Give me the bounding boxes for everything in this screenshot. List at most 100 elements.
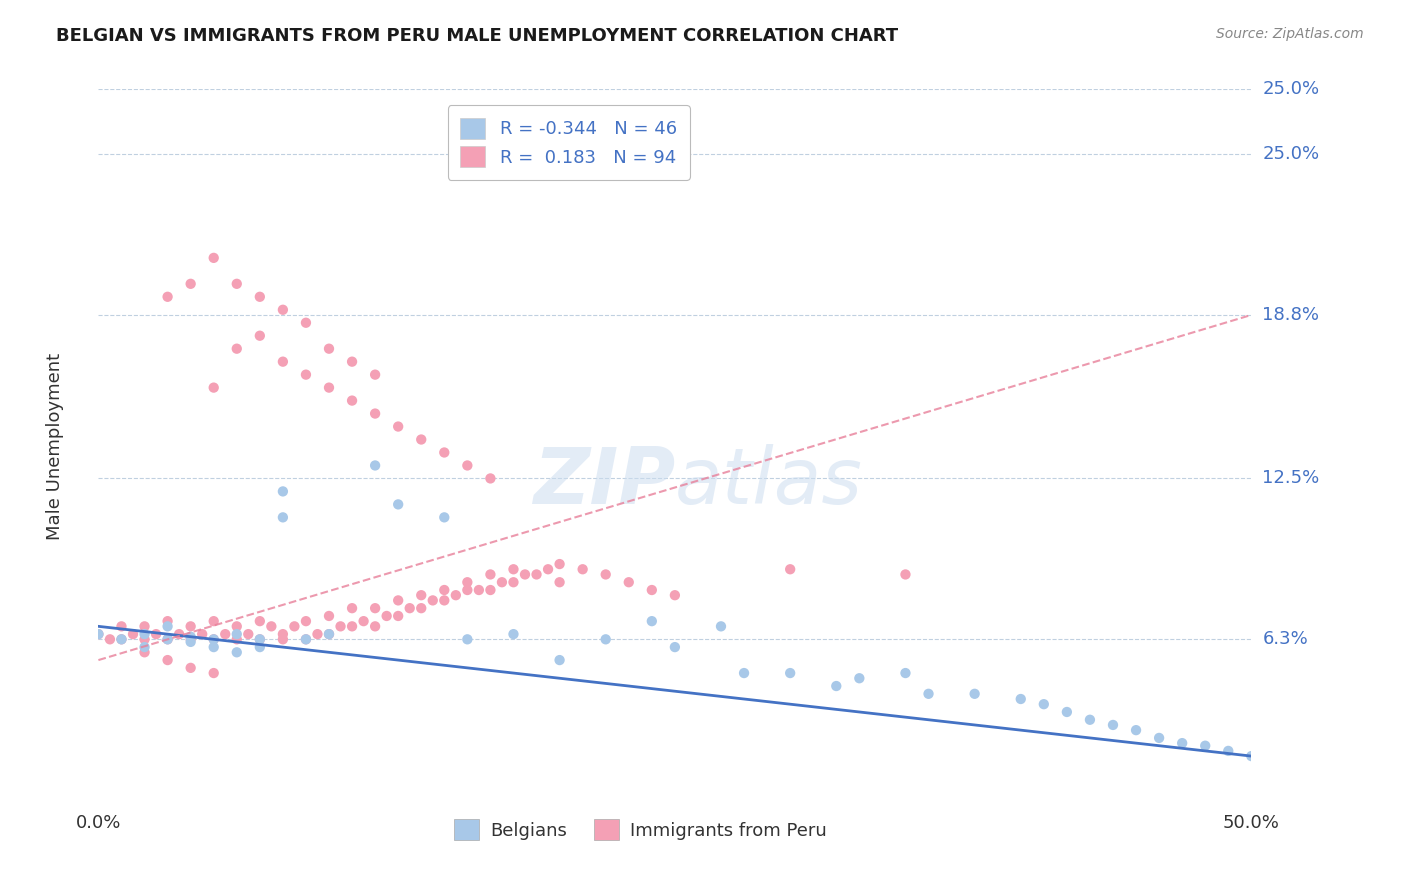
Point bbox=[145, 627, 167, 641]
Point bbox=[364, 407, 387, 421]
Point bbox=[595, 567, 617, 582]
Point bbox=[664, 640, 686, 654]
Point bbox=[318, 609, 340, 624]
Point bbox=[260, 619, 283, 633]
Point bbox=[307, 627, 329, 641]
Point bbox=[134, 640, 156, 654]
Point bbox=[202, 632, 225, 647]
Point bbox=[1194, 739, 1216, 753]
Point bbox=[180, 277, 202, 291]
Point bbox=[340, 601, 363, 615]
Point bbox=[87, 627, 110, 641]
Point bbox=[271, 627, 294, 641]
Point bbox=[526, 567, 548, 582]
Point bbox=[963, 687, 986, 701]
Point bbox=[848, 671, 870, 685]
Point bbox=[156, 619, 179, 633]
Point bbox=[87, 627, 110, 641]
Point bbox=[456, 632, 478, 647]
Point bbox=[595, 632, 617, 647]
Point bbox=[271, 354, 294, 368]
Point bbox=[433, 445, 456, 459]
Point bbox=[156, 632, 179, 647]
Text: 12.5%: 12.5% bbox=[1263, 469, 1320, 487]
Point bbox=[456, 575, 478, 590]
Point bbox=[156, 290, 179, 304]
Point bbox=[664, 588, 686, 602]
Point bbox=[1102, 718, 1125, 732]
Point bbox=[1147, 731, 1170, 745]
Point bbox=[214, 627, 236, 641]
Point bbox=[318, 381, 340, 395]
Point bbox=[167, 627, 190, 641]
Point bbox=[353, 614, 375, 628]
Point bbox=[134, 627, 156, 641]
Point bbox=[433, 510, 456, 524]
Point bbox=[479, 471, 502, 485]
Point bbox=[456, 582, 478, 597]
Point bbox=[364, 458, 387, 473]
Point bbox=[134, 632, 156, 647]
Point bbox=[548, 575, 571, 590]
Point bbox=[411, 588, 433, 602]
Point bbox=[202, 614, 225, 628]
Point bbox=[249, 632, 271, 647]
Point bbox=[641, 614, 664, 628]
Point bbox=[202, 666, 225, 681]
Point bbox=[238, 627, 260, 641]
Text: Male Unemployment: Male Unemployment bbox=[45, 352, 63, 540]
Point bbox=[134, 645, 156, 659]
Point bbox=[502, 575, 524, 590]
Point bbox=[537, 562, 560, 576]
Point bbox=[456, 458, 478, 473]
Point bbox=[271, 302, 294, 317]
Point bbox=[249, 632, 271, 647]
Point bbox=[364, 601, 387, 615]
Point bbox=[571, 562, 593, 576]
Point bbox=[1218, 744, 1240, 758]
Point bbox=[433, 582, 456, 597]
Point bbox=[894, 666, 917, 681]
Point bbox=[479, 567, 502, 582]
Point bbox=[225, 645, 247, 659]
Legend: Belgians, Immigrants from Peru: Belgians, Immigrants from Peru bbox=[447, 812, 834, 847]
Point bbox=[779, 562, 801, 576]
Point bbox=[225, 619, 247, 633]
Text: 18.8%: 18.8% bbox=[1263, 306, 1319, 324]
Point bbox=[156, 632, 179, 647]
Point bbox=[491, 575, 513, 590]
Point bbox=[180, 630, 202, 644]
Point bbox=[779, 666, 801, 681]
Point bbox=[202, 381, 225, 395]
Point bbox=[641, 582, 664, 597]
Point bbox=[249, 640, 271, 654]
Point bbox=[502, 627, 524, 641]
Point bbox=[318, 342, 340, 356]
Point bbox=[710, 619, 733, 633]
Point bbox=[156, 653, 179, 667]
Text: BELGIAN VS IMMIGRANTS FROM PERU MALE UNEMPLOYMENT CORRELATION CHART: BELGIAN VS IMMIGRANTS FROM PERU MALE UNE… bbox=[56, 27, 898, 45]
Point bbox=[122, 627, 145, 641]
Point bbox=[180, 619, 202, 633]
Point bbox=[225, 277, 247, 291]
Text: 25.0%: 25.0% bbox=[1263, 145, 1320, 163]
Point bbox=[225, 632, 247, 647]
Point bbox=[295, 614, 318, 628]
Point bbox=[180, 661, 202, 675]
Point bbox=[295, 632, 318, 647]
Point bbox=[1010, 692, 1032, 706]
Point bbox=[1078, 713, 1101, 727]
Point bbox=[180, 635, 202, 649]
Point bbox=[156, 614, 179, 628]
Point bbox=[110, 632, 132, 647]
Point bbox=[283, 619, 305, 633]
Point bbox=[479, 582, 502, 597]
Point bbox=[110, 632, 132, 647]
Point bbox=[468, 582, 491, 597]
Point bbox=[249, 328, 271, 343]
Point bbox=[387, 419, 409, 434]
Point bbox=[387, 609, 409, 624]
Point bbox=[271, 484, 294, 499]
Point bbox=[387, 497, 409, 511]
Point bbox=[548, 653, 571, 667]
